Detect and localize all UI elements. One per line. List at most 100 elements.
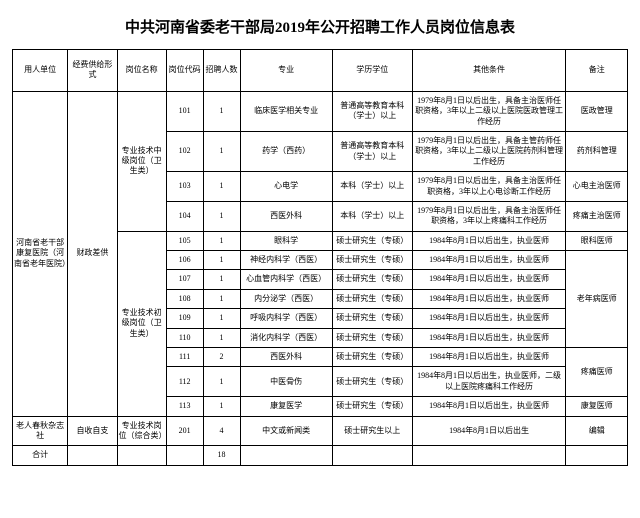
cell-num: 1: [203, 201, 240, 231]
cell-cond: 1984年8月1日以后出生，执业医师，二级以上医院疼痛科工作经历: [412, 367, 566, 397]
cell-code: 111: [166, 348, 203, 367]
cell-edu: 硕士研究生以上: [332, 416, 412, 446]
cell-num: 1: [203, 91, 240, 131]
cell-code: 112: [166, 367, 203, 397]
cell-edu: 硕士研究生（专硕）: [332, 270, 412, 289]
cell-cond: 1984年8月1日以后出生，执业医师: [412, 309, 566, 328]
cell-empty: [332, 446, 412, 465]
cell-num: 1: [203, 289, 240, 308]
cell-edu: 硕士研究生（专硕）: [332, 328, 412, 347]
cell-note: 眼科医师: [566, 231, 628, 250]
job-table: 用人单位 经费供给形式 岗位名称 岗位代码 招聘人数 专业 学历学位 其他条件 …: [12, 49, 628, 466]
cell-note: 医政管理: [566, 91, 628, 131]
cell-num: 2: [203, 348, 240, 367]
cell-cond: 1979年8月1日以后出生，具备主管药师任职资格，3年以上二级以上医院药剂科管理…: [412, 131, 566, 171]
th-num: 招聘人数: [203, 50, 240, 92]
cell-code: 109: [166, 309, 203, 328]
cell-note: 疼痛主治医师: [566, 201, 628, 231]
cell-major: 临床医学相关专业: [240, 91, 332, 131]
total-num: 18: [203, 446, 240, 465]
cell-num: 1: [203, 328, 240, 347]
cell-code: 102: [166, 131, 203, 171]
cell-note: 药剂科管理: [566, 131, 628, 171]
cell-code: 106: [166, 251, 203, 270]
cell-code: 103: [166, 172, 203, 202]
cell-num: 1: [203, 131, 240, 171]
cell-major: 呼吸内科学（西医）: [240, 309, 332, 328]
cell-note: 心电主治医师: [566, 172, 628, 202]
cell-edu: 硕士研究生（专硕）: [332, 289, 412, 308]
cell-code: 104: [166, 201, 203, 231]
cell-major: 西医外科: [240, 348, 332, 367]
cell-empty: [117, 446, 166, 465]
cell-edu: 硕士研究生（专硕）: [332, 309, 412, 328]
cell-cond: 1984年8月1日以后出生，执业医师: [412, 397, 566, 416]
cell-code: 113: [166, 397, 203, 416]
cell-cond: 1979年8月1日以后出生，具备主治医师任职资格，3年以上二级以上医院医政管理工…: [412, 91, 566, 131]
table-row: 老人春秋杂志社 自收自支 专业技术岗位（综合类） 201 4 中文或新闻类 硕士…: [13, 416, 628, 446]
cell-num: 4: [203, 416, 240, 446]
cell-cond: 1979年8月1日以后出生，具备主治医师任职资格，3年以上心电诊断工作经历: [412, 172, 566, 202]
cell-num: 1: [203, 309, 240, 328]
cell-note: 老年病医师: [566, 251, 628, 348]
cell-note: 编辑: [566, 416, 628, 446]
cell-unit: 河南省老干部康复医院（河南省老年医院）: [13, 91, 68, 416]
th-edu: 学历学位: [332, 50, 412, 92]
cell-note: 疼痛医师: [566, 348, 628, 397]
cell-major: 药学（西药）: [240, 131, 332, 171]
table-row: 河南省老干部康复医院（河南省老年医院） 财政差供 专业技术中级岗位（卫生类） 1…: [13, 91, 628, 131]
cell-code: 108: [166, 289, 203, 308]
cell-empty: [412, 446, 566, 465]
total-label: 合计: [13, 446, 68, 465]
th-code: 岗位代码: [166, 50, 203, 92]
cell-empty: [240, 446, 332, 465]
cell-major: 心血管内科学（西医）: [240, 270, 332, 289]
cell-cond: 1984年8月1日以后出生，执业医师: [412, 348, 566, 367]
th-note: 备注: [566, 50, 628, 92]
cell-cond: 1984年8月1日以后出生: [412, 416, 566, 446]
cell-edu: 硕士研究生（专硕）: [332, 251, 412, 270]
cell-cond: 1979年8月1日以后出生，具备主治医师任职资格，3年以上疼痛科工作经历: [412, 201, 566, 231]
cell-empty: [566, 446, 628, 465]
total-row: 合计 18: [13, 446, 628, 465]
th-fund: 经费供给形式: [68, 50, 117, 92]
cell-num: 1: [203, 367, 240, 397]
cell-empty: [68, 446, 117, 465]
cell-fund: 财政差供: [68, 91, 117, 416]
cell-post: 专业技术初级岗位（卫生类）: [117, 231, 166, 416]
cell-major: 中医骨伤: [240, 367, 332, 397]
cell-major: 消化内科学（西医）: [240, 328, 332, 347]
cell-major: 内分泌学（西医）: [240, 289, 332, 308]
th-unit: 用人单位: [13, 50, 68, 92]
cell-code: 105: [166, 231, 203, 250]
cell-cond: 1984年8月1日以后出生，执业医师: [412, 231, 566, 250]
cell-post: 专业技术岗位（综合类）: [117, 416, 166, 446]
cell-num: 1: [203, 231, 240, 250]
th-major: 专业: [240, 50, 332, 92]
cell-edu: 普通高等教育本科（学士）以上: [332, 91, 412, 131]
cell-note: 康复医师: [566, 397, 628, 416]
cell-major: 神经内科学（西医）: [240, 251, 332, 270]
cell-edu: 本科（学士）以上: [332, 201, 412, 231]
cell-empty: [166, 446, 203, 465]
th-cond: 其他条件: [412, 50, 566, 92]
cell-major: 中文或新闻类: [240, 416, 332, 446]
cell-major: 西医外科: [240, 201, 332, 231]
cell-code: 110: [166, 328, 203, 347]
cell-cond: 1984年8月1日以后出生，执业医师: [412, 289, 566, 308]
page-title: 中共河南省委老干部局2019年公开招聘工作人员岗位信息表: [12, 16, 628, 37]
cell-edu: 硕士研究生（专硕）: [332, 231, 412, 250]
cell-edu: 硕士研究生（专硕）: [332, 348, 412, 367]
cell-cond: 1984年8月1日以后出生，执业医师: [412, 270, 566, 289]
cell-edu: 本科（学士）以上: [332, 172, 412, 202]
cell-major: 康复医学: [240, 397, 332, 416]
header-row: 用人单位 经费供给形式 岗位名称 岗位代码 招聘人数 专业 学历学位 其他条件 …: [13, 50, 628, 92]
cell-num: 1: [203, 397, 240, 416]
cell-post: 专业技术中级岗位（卫生类）: [117, 91, 166, 231]
cell-unit: 老人春秋杂志社: [13, 416, 68, 446]
th-post: 岗位名称: [117, 50, 166, 92]
cell-edu: 硕士研究生（专硕）: [332, 367, 412, 397]
cell-num: 1: [203, 251, 240, 270]
cell-num: 1: [203, 172, 240, 202]
cell-code: 107: [166, 270, 203, 289]
